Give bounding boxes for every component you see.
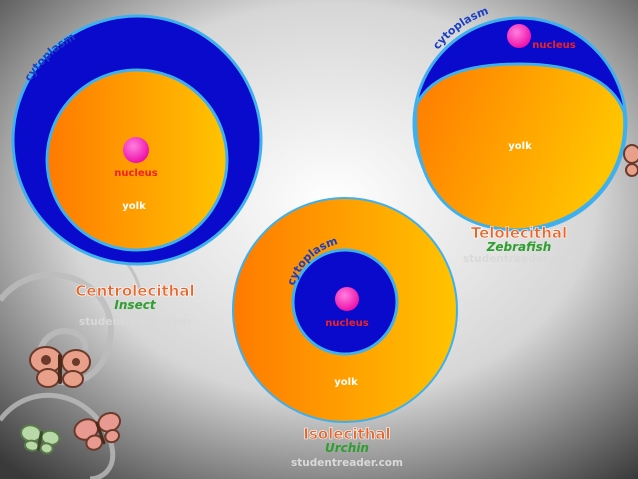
butterfly-icon (29, 346, 91, 388)
nucleus-label: nucleus (114, 168, 157, 179)
telolecithal-title: Telolecithal (471, 224, 567, 242)
yolk-label: yolk (122, 201, 146, 212)
butterfly-icon (73, 412, 122, 451)
butterfly-icon (623, 144, 638, 177)
isolecithal-egg: nucleus yolk cytoplasm (232, 197, 458, 423)
nucleus (507, 24, 531, 48)
telolecithal-species: Zebrafish (486, 240, 552, 254)
centrolecithal-egg: nucleus yolk cytoplasm (11, 14, 263, 266)
butterfly-icon (20, 424, 61, 455)
nucleus (123, 137, 149, 163)
isolecithal-title: Isolecithal (303, 425, 390, 443)
telolecithal-credit: studentreader.com (463, 253, 575, 265)
centrolecithal-title: Centrolecithal (75, 282, 194, 300)
nucleus (335, 287, 359, 311)
telolecithal-egg: nucleus yolk cytoplasm (412, 4, 628, 232)
yolk-label: yolk (334, 377, 358, 388)
nucleus-label: nucleus (532, 40, 575, 51)
yolk (414, 62, 627, 232)
yolk-label: yolk (508, 141, 532, 152)
centrolecithal-credit: studentreader.com (79, 316, 191, 328)
centrolecithal-species: Insect (114, 298, 156, 312)
isolecithal-species: Urchin (325, 441, 369, 455)
nucleus-label: nucleus (325, 318, 368, 329)
isolecithal-credit: studentreader.com (291, 457, 403, 469)
